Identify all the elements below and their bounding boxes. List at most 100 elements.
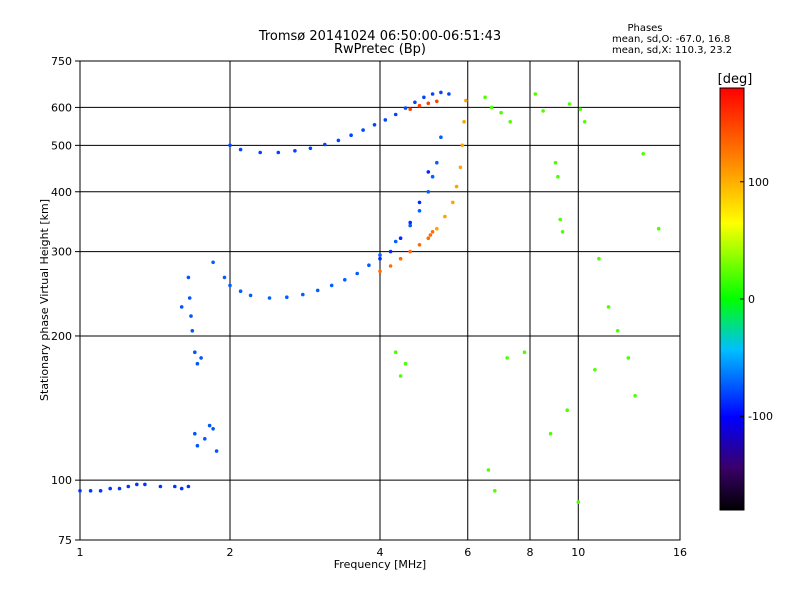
y-tick-label: 500 bbox=[51, 139, 72, 152]
data-point bbox=[388, 264, 393, 268]
chart-subtitle: RwPretec (Bp) bbox=[334, 42, 426, 57]
data-point bbox=[189, 314, 193, 318]
data-point bbox=[285, 295, 289, 300]
data-point bbox=[435, 226, 439, 231]
data-point bbox=[301, 292, 305, 297]
data-point bbox=[398, 374, 403, 378]
data-point bbox=[323, 142, 327, 147]
x-axis-label: Frequency [MHz] bbox=[334, 558, 426, 571]
data-point bbox=[451, 200, 455, 205]
data-point bbox=[408, 107, 413, 111]
data-point bbox=[258, 150, 263, 155]
data-point bbox=[656, 226, 661, 231]
data-point bbox=[417, 200, 422, 205]
data-point bbox=[186, 484, 191, 489]
data-point bbox=[367, 263, 371, 268]
data-point bbox=[403, 361, 408, 366]
data-point bbox=[199, 356, 203, 360]
x-tick-label: 8 bbox=[527, 546, 534, 559]
data-point bbox=[593, 368, 597, 372]
data-point bbox=[383, 118, 388, 122]
y-tick-label: 300 bbox=[51, 246, 72, 259]
data-point bbox=[403, 106, 408, 110]
data-point bbox=[276, 150, 281, 155]
data-point bbox=[126, 484, 131, 489]
data-point bbox=[430, 174, 435, 179]
data-point bbox=[398, 236, 403, 240]
data-point bbox=[238, 147, 243, 152]
data-point bbox=[428, 233, 433, 237]
data-point bbox=[222, 275, 227, 280]
data-point bbox=[207, 423, 212, 428]
data-point bbox=[565, 408, 569, 413]
data-point bbox=[413, 100, 417, 105]
data-point bbox=[378, 253, 382, 257]
data-point bbox=[214, 449, 219, 453]
phase-stats-x-mode: mean, sd,X: 110.3, 23.2 bbox=[612, 45, 732, 56]
colorbar-tick-label: 100 bbox=[748, 176, 769, 189]
colorbar-tick-label: 0 bbox=[748, 293, 755, 306]
data-point bbox=[98, 489, 103, 493]
data-point bbox=[641, 152, 645, 156]
data-point bbox=[486, 468, 491, 472]
data-point bbox=[558, 217, 562, 222]
data-point bbox=[343, 278, 347, 282]
colorbar-label: [deg] bbox=[718, 72, 753, 87]
data-point bbox=[626, 356, 631, 360]
data-point bbox=[426, 101, 431, 106]
data-point bbox=[315, 288, 320, 293]
data-point bbox=[293, 149, 297, 153]
x-tick-label: 2 bbox=[227, 546, 234, 559]
data-point bbox=[88, 489, 93, 493]
data-point bbox=[582, 120, 587, 124]
data-point bbox=[435, 99, 439, 104]
data-point bbox=[606, 305, 611, 309]
data-point bbox=[238, 289, 243, 294]
data-point bbox=[508, 120, 512, 124]
data-point bbox=[430, 92, 435, 96]
y-tick-label: 75 bbox=[58, 534, 72, 547]
y-tick-label: 400 bbox=[51, 186, 72, 199]
data-point bbox=[78, 489, 82, 493]
data-point bbox=[388, 249, 393, 254]
data-point bbox=[187, 296, 192, 300]
data-point bbox=[458, 165, 463, 170]
data-point bbox=[435, 160, 439, 165]
data-point bbox=[505, 356, 510, 360]
data-point bbox=[499, 110, 503, 115]
data-point bbox=[567, 102, 572, 106]
data-point bbox=[408, 220, 413, 225]
data-point bbox=[378, 256, 382, 261]
y-tick-label: 600 bbox=[51, 101, 72, 114]
grid-lines bbox=[80, 61, 680, 540]
data-point bbox=[228, 143, 232, 148]
data-point bbox=[460, 143, 465, 148]
data-point bbox=[393, 239, 398, 244]
x-tick-label: 16 bbox=[673, 546, 687, 559]
colorbar-ticks: 100 0 -100 bbox=[740, 176, 773, 423]
data-point bbox=[439, 135, 443, 139]
data-point bbox=[336, 138, 341, 143]
data-point bbox=[135, 482, 139, 487]
data-point bbox=[211, 260, 215, 265]
data-point bbox=[211, 427, 215, 431]
data-point bbox=[408, 249, 413, 254]
data-point bbox=[553, 160, 558, 165]
data-point bbox=[361, 128, 365, 132]
data-point bbox=[447, 92, 451, 96]
data-point bbox=[522, 350, 527, 355]
data-point bbox=[417, 209, 422, 213]
data-point bbox=[556, 174, 560, 179]
data-point bbox=[548, 431, 553, 436]
data-point bbox=[408, 223, 413, 228]
data-point bbox=[578, 107, 583, 111]
chart-title: Tromsø 20141024 06:50:00-06:51:43 bbox=[258, 29, 501, 44]
data-point bbox=[533, 92, 538, 96]
colorbar-tick-label: -100 bbox=[748, 410, 773, 423]
data-point bbox=[378, 269, 382, 274]
data-point bbox=[228, 283, 232, 288]
data-point bbox=[248, 293, 253, 298]
phase-stats-o-mode: mean, sd,O: -67.0, 16.8 bbox=[612, 34, 730, 45]
data-point bbox=[483, 95, 487, 100]
